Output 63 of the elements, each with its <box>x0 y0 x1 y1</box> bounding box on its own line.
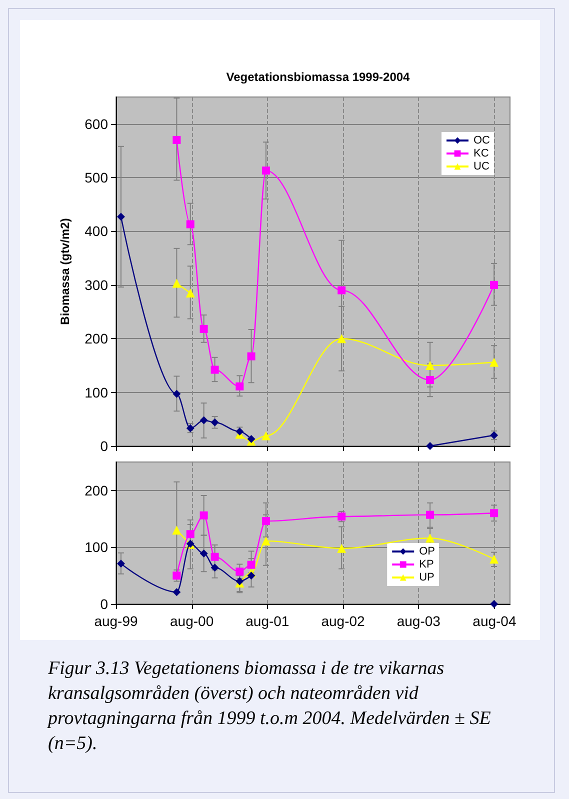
y-tick-label: 500 <box>84 170 108 186</box>
point <box>172 136 181 144</box>
y-tick-label: 0 <box>100 596 108 612</box>
point <box>338 512 346 521</box>
point <box>186 530 194 538</box>
legend-label: OP <box>419 546 436 558</box>
point <box>490 554 499 564</box>
x-tick-label: aug-99 <box>94 613 138 629</box>
y-tick-label: 300 <box>84 276 108 293</box>
point <box>210 552 219 561</box>
legend-label: KC <box>474 148 489 160</box>
y-axis-title: Biomassa (gtv/m2) <box>58 218 72 325</box>
point <box>200 416 208 424</box>
point <box>186 220 194 228</box>
point <box>426 510 434 519</box>
point <box>490 509 498 518</box>
point <box>262 517 270 526</box>
point <box>116 212 125 221</box>
point <box>338 286 346 294</box>
x-tick-label: aug-00 <box>170 613 214 629</box>
point <box>172 390 181 398</box>
point <box>172 588 181 596</box>
legend-label: UC <box>474 160 490 172</box>
y-tick-label: 400 <box>84 223 108 240</box>
y-tick-label: 600 <box>84 116 108 132</box>
legend-label: KP <box>419 558 434 570</box>
point <box>172 278 182 288</box>
text: Figur 3.13 Vegetationens biomassa i de tre vikarnas kransalgsområden (överst) och nateområden vid provtagningarna från 1999 t.o.m 2004. Medelvärden ± SE (n=5). <box>48 657 492 756</box>
legend-label: OC <box>474 134 490 146</box>
chart-title: Vegetationsbiomassa 1999-2004 <box>226 70 410 84</box>
point <box>262 166 270 175</box>
y-tick-label: 200 <box>84 330 108 347</box>
y-tick-label: 100 <box>84 384 108 400</box>
point <box>490 280 498 289</box>
point <box>490 358 499 367</box>
point <box>200 511 208 520</box>
x-tick-label: aug-03 <box>396 613 441 629</box>
point <box>337 334 346 344</box>
point <box>200 324 208 333</box>
x-tick-label: aug-02 <box>321 613 366 629</box>
point <box>210 418 219 426</box>
point <box>247 352 256 360</box>
y-tick-label: 100 <box>84 539 108 556</box>
point <box>116 560 125 568</box>
y-tick-label: 200 <box>84 482 108 498</box>
point <box>186 288 195 298</box>
point <box>426 442 434 450</box>
point <box>210 366 219 374</box>
point <box>490 600 498 608</box>
point <box>172 526 182 535</box>
legend-label: UP <box>419 572 434 584</box>
point <box>172 572 181 580</box>
x-tick-label: aug-04 <box>472 613 516 629</box>
y-tick-label: 0 <box>100 438 108 454</box>
point <box>236 382 244 390</box>
point <box>247 435 256 444</box>
point <box>261 431 270 440</box>
point <box>426 534 435 543</box>
point <box>247 560 256 569</box>
x-tick-label: aug-01 <box>246 613 290 629</box>
point <box>426 376 434 384</box>
point <box>200 549 208 558</box>
point <box>337 544 346 553</box>
